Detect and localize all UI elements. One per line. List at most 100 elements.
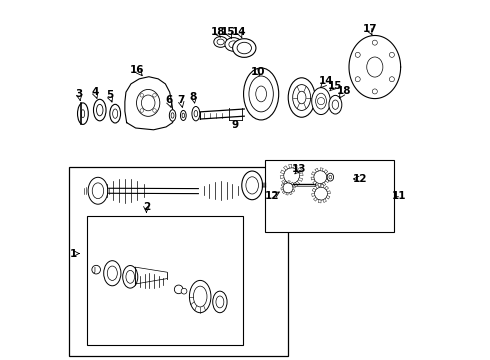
Circle shape [372,40,377,45]
Polygon shape [326,195,330,199]
Polygon shape [284,166,288,170]
Ellipse shape [256,86,267,102]
Circle shape [314,171,327,184]
Circle shape [390,52,394,57]
Ellipse shape [332,100,339,109]
Ellipse shape [126,270,135,283]
Polygon shape [313,181,317,185]
Ellipse shape [92,183,104,199]
Polygon shape [281,188,283,190]
Ellipse shape [288,78,315,117]
Polygon shape [299,173,303,176]
Polygon shape [312,194,315,197]
Ellipse shape [77,103,88,125]
Text: 15: 15 [221,27,236,37]
Ellipse shape [242,171,263,200]
Ellipse shape [107,266,117,280]
Text: 17: 17 [363,24,377,35]
Bar [69,167,288,356]
Circle shape [153,109,156,112]
Ellipse shape [214,37,227,47]
Circle shape [181,288,187,294]
Ellipse shape [229,41,238,48]
Polygon shape [292,189,295,192]
Circle shape [153,94,156,97]
Ellipse shape [293,85,311,111]
Polygon shape [318,200,321,203]
Bar [87,216,243,345]
Text: 7: 7 [177,95,185,105]
Ellipse shape [110,104,121,123]
Text: 4: 4 [92,87,99,97]
Ellipse shape [297,91,306,104]
Polygon shape [291,182,294,185]
Polygon shape [314,197,317,201]
Ellipse shape [216,296,224,308]
Circle shape [283,183,293,193]
Text: 12: 12 [265,191,279,201]
Ellipse shape [190,280,211,313]
Text: 11: 11 [392,191,406,201]
Text: J: J [94,267,96,273]
Polygon shape [326,174,330,177]
Ellipse shape [329,175,332,179]
Text: 15: 15 [327,81,342,91]
Ellipse shape [192,107,200,121]
Ellipse shape [213,291,227,313]
Circle shape [372,89,377,94]
Text: 2: 2 [143,202,150,212]
Polygon shape [327,191,330,194]
Polygon shape [312,188,316,192]
Polygon shape [318,183,320,186]
Ellipse shape [237,42,251,54]
Circle shape [140,109,144,112]
Polygon shape [298,178,303,181]
Text: 18: 18 [337,86,351,96]
Ellipse shape [137,89,160,116]
Text: 14: 14 [318,76,333,86]
Polygon shape [293,186,295,188]
Text: 18: 18 [211,27,225,37]
Ellipse shape [182,113,185,118]
Ellipse shape [329,95,342,114]
Polygon shape [282,180,286,184]
Ellipse shape [233,39,256,57]
Polygon shape [311,177,314,180]
Polygon shape [320,168,323,171]
Polygon shape [286,183,290,187]
Polygon shape [289,164,292,168]
Polygon shape [321,184,324,188]
Polygon shape [294,165,297,169]
Polygon shape [292,183,294,187]
Circle shape [318,98,324,105]
Ellipse shape [171,113,174,118]
Ellipse shape [249,76,273,112]
Text: 10: 10 [251,67,266,77]
Ellipse shape [225,38,242,51]
Polygon shape [325,186,329,190]
Circle shape [355,77,360,82]
Polygon shape [281,184,284,186]
Ellipse shape [94,99,106,121]
Polygon shape [281,170,285,174]
Bar [265,160,394,232]
Ellipse shape [244,68,279,120]
Ellipse shape [122,266,138,288]
Polygon shape [312,172,315,175]
Polygon shape [325,179,329,183]
Text: 9: 9 [232,121,239,130]
Ellipse shape [113,109,118,118]
Polygon shape [286,193,288,195]
Ellipse shape [312,87,330,114]
Text: 13: 13 [292,164,306,174]
Polygon shape [323,199,326,202]
Text: 8: 8 [190,92,197,102]
Ellipse shape [367,57,383,77]
Ellipse shape [88,177,108,204]
Polygon shape [295,181,300,186]
Ellipse shape [170,110,176,121]
Circle shape [140,94,144,97]
Ellipse shape [141,95,155,111]
Ellipse shape [194,286,207,307]
Text: 6: 6 [165,95,172,105]
